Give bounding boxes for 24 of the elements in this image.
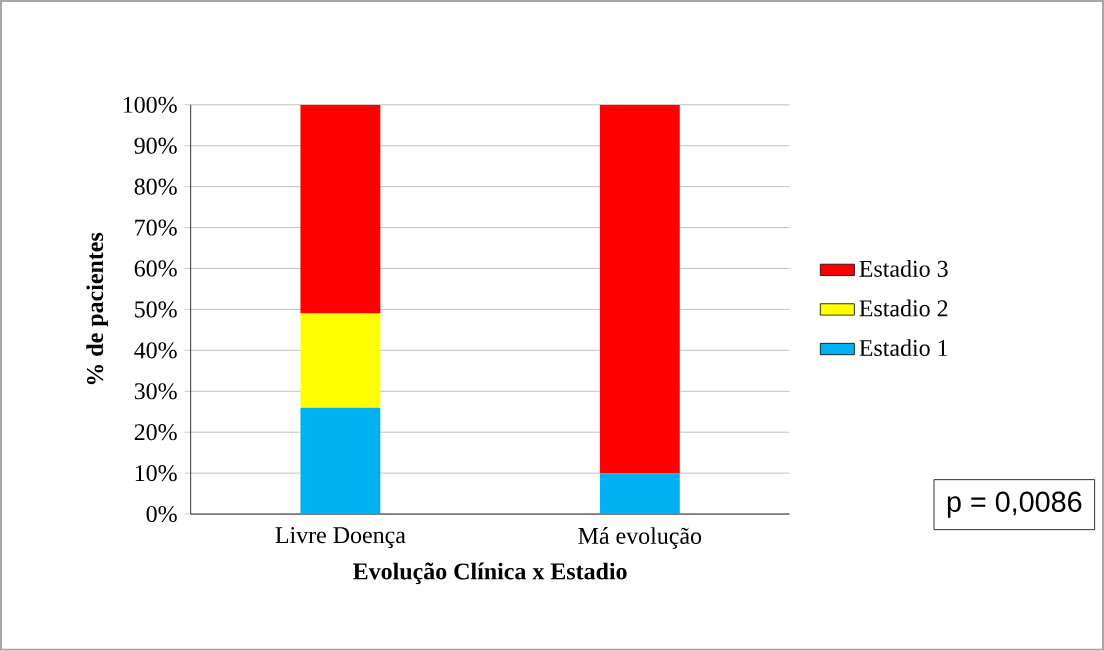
y-tick-label: 40% (134, 342, 177, 359)
y-tick-label: 70% (135, 219, 177, 236)
y-tick-label: 100% (123, 96, 177, 114)
bar (300, 104, 381, 314)
y-tick-label: 10% (135, 465, 177, 482)
y-tick-label: 0% (146, 506, 177, 523)
bar (300, 313, 381, 408)
y-tick-label: 20% (134, 424, 177, 441)
x-tick-label: Livre Doença (275, 527, 406, 549)
bar (599, 104, 680, 474)
x-tick-label: Má evolução (578, 527, 702, 549)
legend-label: Estadio 1 (859, 339, 948, 357)
y-tick-label: 50% (135, 301, 177, 318)
legend-label: Estadio 2 (859, 299, 948, 317)
legend-label: Estadio 3 (859, 260, 948, 277)
y-tick-label: 30% (134, 383, 177, 400)
text: p = 0,0086 (947, 491, 1082, 518)
bar (599, 473, 680, 515)
bar (300, 407, 381, 515)
x-axis-title: Evolução Clínica x Estadio (353, 562, 627, 585)
y-tick-label: 60% (134, 260, 177, 277)
y-axis-title: % de pacientes (86, 232, 109, 385)
y-tick-label: 90% (134, 137, 177, 154)
y-tick-label: 80% (134, 178, 177, 195)
